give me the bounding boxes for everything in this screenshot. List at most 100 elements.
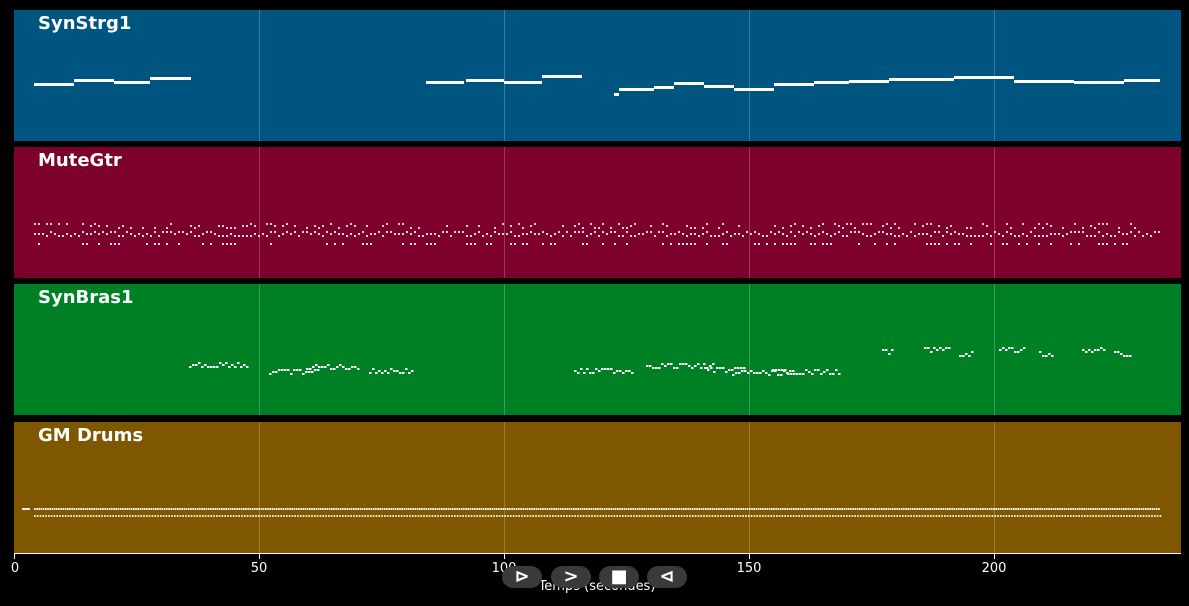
note [969, 508, 971, 510]
note [417, 515, 420, 517]
note [82, 243, 84, 245]
note [315, 508, 318, 510]
note [865, 508, 868, 510]
note [694, 227, 696, 229]
note [1120, 515, 1122, 517]
note [1039, 351, 1042, 353]
note [243, 364, 246, 366]
note [139, 508, 142, 510]
note [410, 233, 412, 235]
grid-line [749, 284, 750, 415]
note [1038, 243, 1040, 245]
note [742, 508, 744, 510]
note [514, 235, 516, 237]
note [546, 508, 549, 510]
note [274, 231, 276, 233]
note [362, 231, 364, 233]
note [522, 243, 524, 245]
note [823, 508, 826, 510]
rewind-button[interactable]: ⊲ [647, 566, 687, 588]
note [212, 508, 214, 510]
note [841, 508, 843, 510]
grid-line [504, 284, 505, 415]
note [334, 231, 336, 233]
note [667, 363, 670, 365]
note [490, 515, 492, 517]
note [1112, 515, 1114, 517]
note [198, 225, 200, 227]
note [1000, 515, 1002, 517]
note [463, 508, 465, 510]
note [454, 515, 456, 517]
note [333, 515, 336, 517]
note [747, 372, 750, 374]
note [204, 515, 207, 517]
note [38, 508, 40, 510]
note [1018, 243, 1020, 245]
note [468, 515, 470, 517]
note [580, 515, 582, 517]
note [788, 508, 791, 510]
note [1101, 508, 1103, 510]
note [616, 370, 619, 372]
note [977, 515, 980, 517]
note [1145, 508, 1147, 510]
note [324, 366, 327, 368]
note [366, 243, 368, 245]
note [550, 243, 552, 245]
note [50, 515, 53, 517]
note [42, 515, 44, 517]
note [741, 370, 744, 372]
note [634, 508, 637, 510]
note [414, 231, 416, 233]
note [1095, 515, 1097, 517]
note [154, 515, 156, 517]
note [138, 233, 140, 235]
note [193, 515, 196, 517]
note [97, 508, 100, 510]
note [448, 515, 450, 517]
note [820, 515, 823, 517]
stop-button[interactable]: ■ [599, 566, 639, 588]
note [263, 515, 266, 517]
note [858, 231, 860, 233]
note [460, 508, 463, 510]
note [775, 508, 777, 510]
note [644, 515, 646, 517]
play-button[interactable]: ⊳ [502, 566, 542, 588]
note [311, 515, 313, 517]
note [786, 508, 788, 510]
note [95, 515, 98, 517]
note [342, 243, 344, 245]
note [234, 366, 237, 368]
note [625, 508, 628, 510]
note [716, 367, 719, 369]
note [353, 508, 355, 510]
note [796, 373, 799, 375]
note [930, 223, 932, 225]
note [563, 515, 565, 517]
note [1091, 351, 1094, 353]
note [739, 515, 742, 517]
note [806, 515, 809, 517]
note [882, 349, 885, 351]
note [1106, 243, 1108, 245]
note [986, 515, 988, 517]
note [410, 227, 412, 229]
note [941, 515, 943, 517]
note [1010, 508, 1013, 510]
note [630, 515, 632, 517]
note [530, 225, 532, 227]
note [680, 515, 683, 517]
note [862, 515, 865, 517]
note [632, 508, 634, 510]
note [977, 508, 980, 510]
note [266, 235, 268, 237]
note [634, 235, 636, 237]
note [676, 508, 678, 510]
forward-button[interactable]: > [551, 566, 591, 588]
note [554, 233, 556, 235]
note [106, 515, 109, 517]
note [1107, 508, 1110, 510]
note [678, 508, 681, 510]
